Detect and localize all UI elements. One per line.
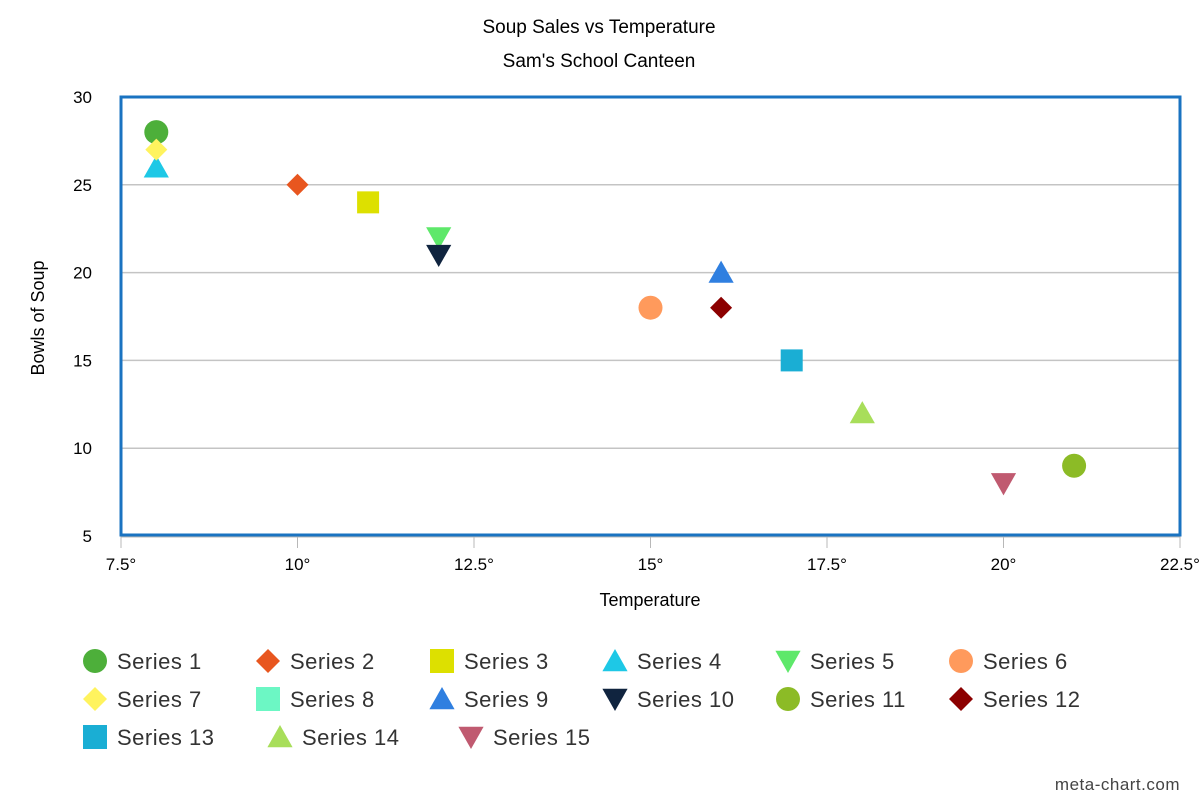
legend-label: Series 9 xyxy=(464,687,549,712)
legend-marker-icon xyxy=(83,725,107,749)
legend-marker-icon xyxy=(83,649,107,673)
legend-marker-icon xyxy=(267,725,293,748)
y-tick-label: 15 xyxy=(73,351,92,370)
legend-label: Series 11 xyxy=(810,687,906,712)
legend-item: Series 13 xyxy=(83,725,214,750)
data-point xyxy=(710,296,733,319)
x-tick-label: 20° xyxy=(991,555,1017,574)
legend-label: Series 5 xyxy=(810,649,895,674)
watermark-text: meta-chart.com xyxy=(1055,775,1180,794)
legend-item: Series 3 xyxy=(430,649,549,674)
y-tick-label: 20 xyxy=(73,264,92,283)
legend-marker-icon xyxy=(602,649,628,672)
legend-marker-icon xyxy=(458,726,484,749)
legend-item: Series 14 xyxy=(267,725,399,750)
plot-area-border xyxy=(119,95,1182,537)
x-tick-label: 22.5° xyxy=(1160,555,1200,574)
legend-item: Series 6 xyxy=(949,649,1068,674)
legend-item: Series 1 xyxy=(83,649,202,674)
x-tick-label: 10° xyxy=(285,555,311,574)
legend-item: Series 12 xyxy=(949,687,1080,712)
legend-label: Series 14 xyxy=(302,725,399,750)
data-point xyxy=(357,191,380,214)
legend-label: Series 6 xyxy=(983,649,1068,674)
data-points xyxy=(143,120,1087,496)
legend-marker-icon xyxy=(775,650,801,673)
x-tick-label: 17.5° xyxy=(807,555,847,574)
axis-ticks: 5 10 15 20 25 30 7.5° 10° 12.5° 15° 17.5° 20° 22.5° xyxy=(73,88,1200,574)
x-tick-label: 12.5° xyxy=(454,555,494,574)
x-tick-label: 7.5° xyxy=(106,555,136,574)
legend-label: Series 2 xyxy=(290,649,375,674)
y-tick-label: 5 xyxy=(83,527,92,546)
y-tick-label: 10 xyxy=(73,439,92,458)
legend-label: Series 4 xyxy=(637,649,722,674)
chart-title: Soup Sales vs Temperature xyxy=(482,17,715,38)
legend-marker-icon xyxy=(949,687,973,711)
legend-marker-icon xyxy=(430,649,454,673)
data-point xyxy=(849,401,875,424)
legend-label: Series 1 xyxy=(117,649,202,674)
legend-marker-icon xyxy=(256,649,280,673)
legend-label: Series 3 xyxy=(464,649,549,674)
legend-marker-icon xyxy=(256,687,280,711)
legend-marker-icon xyxy=(83,687,107,711)
x-axis-label: Temperature xyxy=(599,590,700,610)
legend-label: Series 10 xyxy=(637,687,734,712)
y-tick-label: 25 xyxy=(73,176,92,195)
legend-item: Series 7 xyxy=(83,687,202,712)
legend: Series 1 Series 2 Series 3 Series 4 Series 5… xyxy=(83,649,1080,750)
data-point xyxy=(990,473,1017,496)
y-tick-label: 30 xyxy=(73,88,92,107)
data-point xyxy=(426,227,452,250)
legend-item: Series 15 xyxy=(458,725,590,750)
data-point xyxy=(1062,453,1087,478)
x-tick-label: 15° xyxy=(638,555,664,574)
legend-label: Series 13 xyxy=(117,725,214,750)
data-point xyxy=(145,138,168,161)
y-axis-label: Bowls of Soup xyxy=(28,260,48,375)
data-point xyxy=(426,244,452,268)
data-point xyxy=(286,173,309,196)
data-point xyxy=(143,155,169,178)
legend-label: Series 7 xyxy=(117,687,202,712)
legend-label: Series 15 xyxy=(493,725,590,750)
legend-item: Series 9 xyxy=(429,687,548,712)
data-point xyxy=(708,260,734,283)
legend-marker-icon xyxy=(776,687,800,711)
data-point xyxy=(780,349,803,372)
legend-marker-icon xyxy=(949,649,973,673)
legend-label: Series 8 xyxy=(290,687,375,712)
data-point xyxy=(144,120,169,145)
legend-item: Series 2 xyxy=(256,649,375,674)
legend-item: Series 4 xyxy=(602,649,721,674)
data-point xyxy=(638,295,663,320)
chart-subtitle: Sam's School Canteen xyxy=(503,51,696,72)
legend-item: Series 5 xyxy=(775,649,894,674)
legend-marker-icon xyxy=(602,688,628,711)
legend-item: Series 11 xyxy=(776,687,906,712)
legend-item: Series 8 xyxy=(256,687,375,712)
legend-label: Series 12 xyxy=(983,687,1080,712)
legend-item: Series 10 xyxy=(602,687,734,712)
legend-marker-icon xyxy=(429,687,455,710)
